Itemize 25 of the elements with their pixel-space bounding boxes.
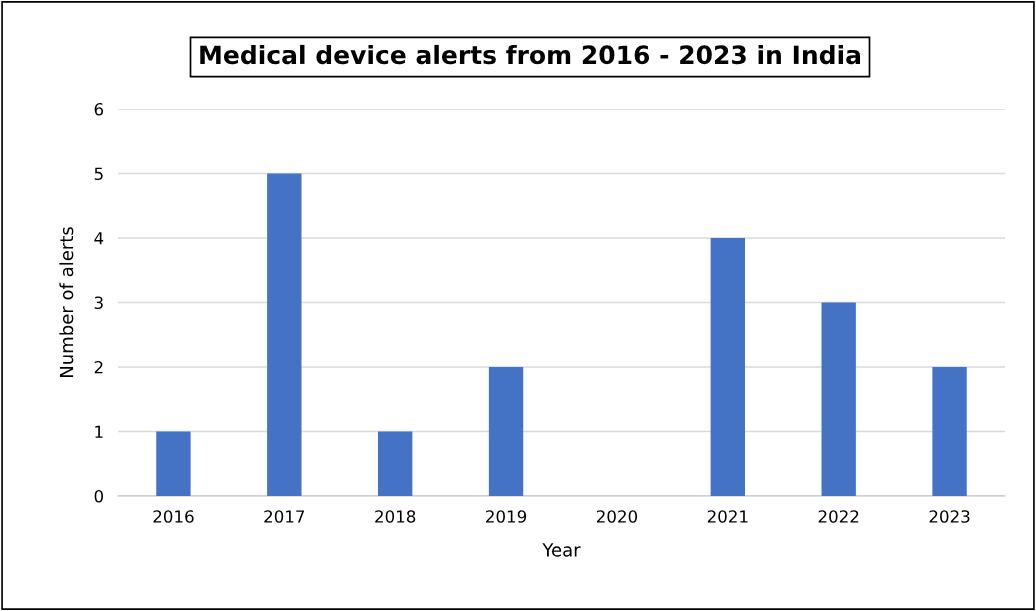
y-tick-label: 4 xyxy=(94,232,104,245)
bar xyxy=(821,302,856,496)
x-tick-label: 2020 xyxy=(596,510,638,523)
bar xyxy=(488,367,524,496)
y-tick-label: 2 xyxy=(94,360,103,374)
bar xyxy=(267,173,302,496)
y-tick-label: 6 xyxy=(94,102,104,116)
bar xyxy=(156,431,191,496)
y-tick-label: 5 xyxy=(94,167,103,181)
y-tick-label: 1 xyxy=(95,425,103,438)
x-tick-label: 2023 xyxy=(929,510,970,523)
x-tick-label: 2017 xyxy=(264,510,305,523)
x-tick-label: 2016 xyxy=(153,510,194,523)
x-tick-label: 2021 xyxy=(707,510,748,523)
y-tick-label: 3 xyxy=(94,296,103,310)
y-axis-title: Number of alerts xyxy=(59,227,74,377)
bar xyxy=(932,367,967,496)
x-tick-label: 2018 xyxy=(375,510,416,523)
bar xyxy=(710,238,745,496)
x-tick-label: 2022 xyxy=(818,510,859,523)
y-tick-label: 0 xyxy=(94,489,103,503)
x-axis-title: Year xyxy=(542,543,581,557)
chart-title: Medical device alerts from 2016 - 2023 in India xyxy=(200,44,861,65)
bar xyxy=(378,431,413,496)
x-tick-label: 2019 xyxy=(486,510,527,523)
